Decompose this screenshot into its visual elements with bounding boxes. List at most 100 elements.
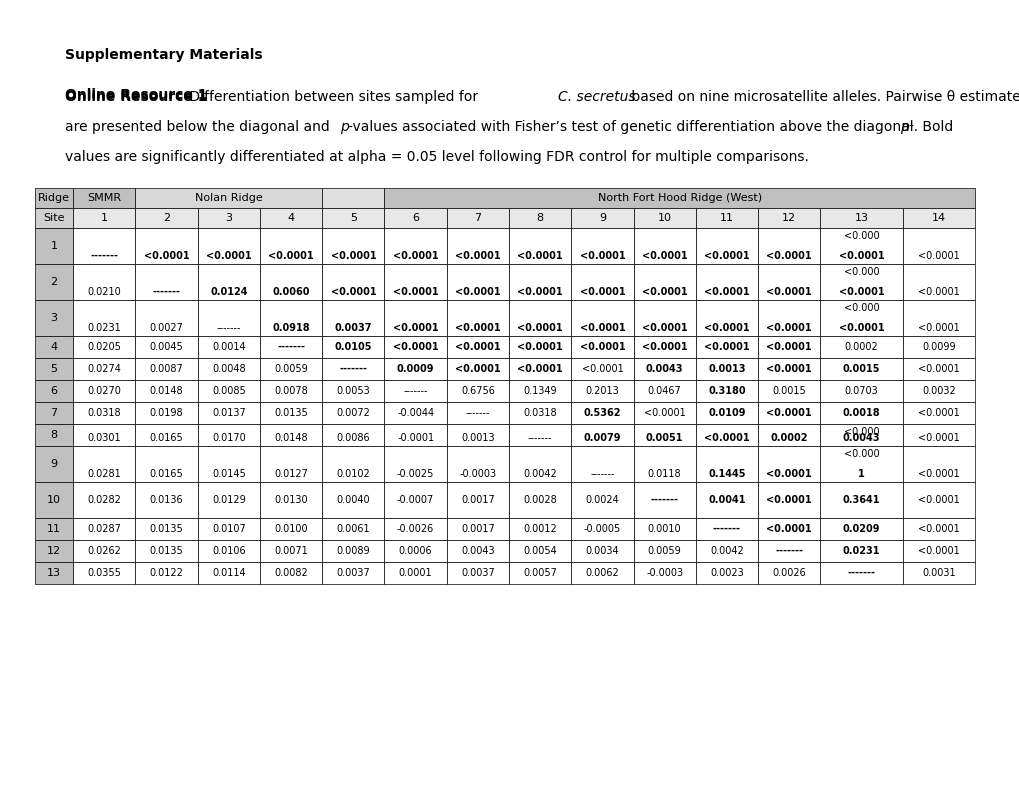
Bar xyxy=(819,358,902,380)
Bar xyxy=(571,482,633,518)
Text: -0.0003: -0.0003 xyxy=(459,469,496,479)
Text: -------: ------- xyxy=(528,433,552,443)
Bar xyxy=(35,208,73,228)
Bar xyxy=(571,300,633,336)
Text: 0.0287: 0.0287 xyxy=(88,524,121,534)
Bar xyxy=(446,208,508,228)
Text: 0.0136: 0.0136 xyxy=(150,495,183,505)
Text: 0.0105: 0.0105 xyxy=(334,342,372,352)
Bar xyxy=(198,358,260,380)
Text: <0.0001: <0.0001 xyxy=(917,408,959,418)
Bar xyxy=(136,482,198,518)
Bar xyxy=(571,264,633,300)
Bar xyxy=(819,424,902,446)
Text: 1: 1 xyxy=(101,213,108,223)
Bar xyxy=(633,336,695,358)
Text: 0.0043: 0.0043 xyxy=(645,364,683,374)
Text: <0.0001: <0.0001 xyxy=(917,323,959,333)
Bar xyxy=(35,300,73,336)
Text: <0.0001: <0.0001 xyxy=(454,364,500,374)
Text: 0.0042: 0.0042 xyxy=(709,546,743,556)
Text: <0.0001: <0.0001 xyxy=(517,323,562,333)
Text: <0.0001: <0.0001 xyxy=(765,287,811,297)
Bar xyxy=(757,208,819,228)
Bar xyxy=(322,562,384,584)
Text: 0.0129: 0.0129 xyxy=(212,495,246,505)
Bar xyxy=(508,446,571,482)
Text: 0.0262: 0.0262 xyxy=(88,546,121,556)
Text: <0.0001: <0.0001 xyxy=(392,342,438,352)
Bar xyxy=(198,380,260,402)
Bar xyxy=(384,228,446,264)
Bar xyxy=(819,482,902,518)
Bar xyxy=(819,264,902,300)
Bar xyxy=(198,402,260,424)
Text: <0.0001: <0.0001 xyxy=(579,287,625,297)
Text: -------: ------- xyxy=(339,364,367,374)
Text: <0.0001: <0.0001 xyxy=(206,251,252,261)
Bar xyxy=(633,300,695,336)
Text: 0.0032: 0.0032 xyxy=(921,386,955,396)
Text: 0.0015: 0.0015 xyxy=(771,386,805,396)
Text: <0.0001: <0.0001 xyxy=(392,323,438,333)
Text: 12: 12 xyxy=(782,213,796,223)
Text: 0.0209: 0.0209 xyxy=(842,524,879,534)
Text: <0.0001: <0.0001 xyxy=(703,323,749,333)
Bar xyxy=(508,482,571,518)
Text: 0.3180: 0.3180 xyxy=(707,386,745,396)
Bar xyxy=(73,380,136,402)
Bar xyxy=(446,446,508,482)
Bar xyxy=(571,540,633,562)
Text: <0.0001: <0.0001 xyxy=(144,251,190,261)
Bar xyxy=(73,562,136,584)
Bar xyxy=(35,540,73,562)
Bar xyxy=(757,228,819,264)
Bar xyxy=(136,336,198,358)
Text: <0.0001: <0.0001 xyxy=(392,287,438,297)
Bar xyxy=(260,208,322,228)
Text: 0.0078: 0.0078 xyxy=(274,386,308,396)
Bar xyxy=(819,300,902,336)
Bar xyxy=(819,208,902,228)
Bar xyxy=(322,518,384,540)
Text: 0.0048: 0.0048 xyxy=(212,364,246,374)
Text: 0.0014: 0.0014 xyxy=(212,342,246,352)
Text: 3: 3 xyxy=(51,313,57,323)
Bar xyxy=(508,208,571,228)
Bar xyxy=(695,208,757,228)
Text: <0.000: <0.000 xyxy=(843,267,878,277)
Text: <0.0001: <0.0001 xyxy=(765,323,811,333)
Bar xyxy=(446,424,508,446)
Bar xyxy=(902,424,974,446)
Text: 0.0072: 0.0072 xyxy=(336,408,370,418)
Bar xyxy=(322,208,384,228)
Text: 0.2013: 0.2013 xyxy=(585,386,619,396)
Bar xyxy=(136,228,198,264)
Text: 0.0051: 0.0051 xyxy=(645,433,683,443)
Text: 0.0037: 0.0037 xyxy=(334,323,372,333)
Text: 0.0148: 0.0148 xyxy=(274,433,308,443)
Bar xyxy=(508,358,571,380)
Text: 0.0274: 0.0274 xyxy=(88,364,121,374)
Text: Differentiation between sites sampled for: Differentiation between sites sampled fo… xyxy=(184,90,482,104)
Text: 0.0040: 0.0040 xyxy=(336,495,370,505)
Text: <0.000: <0.000 xyxy=(843,231,878,241)
Text: 0.0087: 0.0087 xyxy=(150,364,183,374)
Bar xyxy=(136,208,198,228)
Text: 0.0026: 0.0026 xyxy=(771,568,805,578)
Bar xyxy=(384,540,446,562)
Bar xyxy=(136,264,198,300)
Text: 9: 9 xyxy=(51,459,58,469)
Text: -0.0025: -0.0025 xyxy=(396,469,434,479)
Text: 0.0467: 0.0467 xyxy=(647,386,681,396)
Bar xyxy=(757,402,819,424)
Bar xyxy=(571,424,633,446)
Bar xyxy=(695,518,757,540)
Bar xyxy=(757,518,819,540)
Bar xyxy=(633,228,695,264)
Bar xyxy=(446,336,508,358)
Bar xyxy=(260,482,322,518)
Text: 0.0100: 0.0100 xyxy=(274,524,308,534)
Bar xyxy=(322,358,384,380)
Text: <0.0001: <0.0001 xyxy=(454,251,500,261)
